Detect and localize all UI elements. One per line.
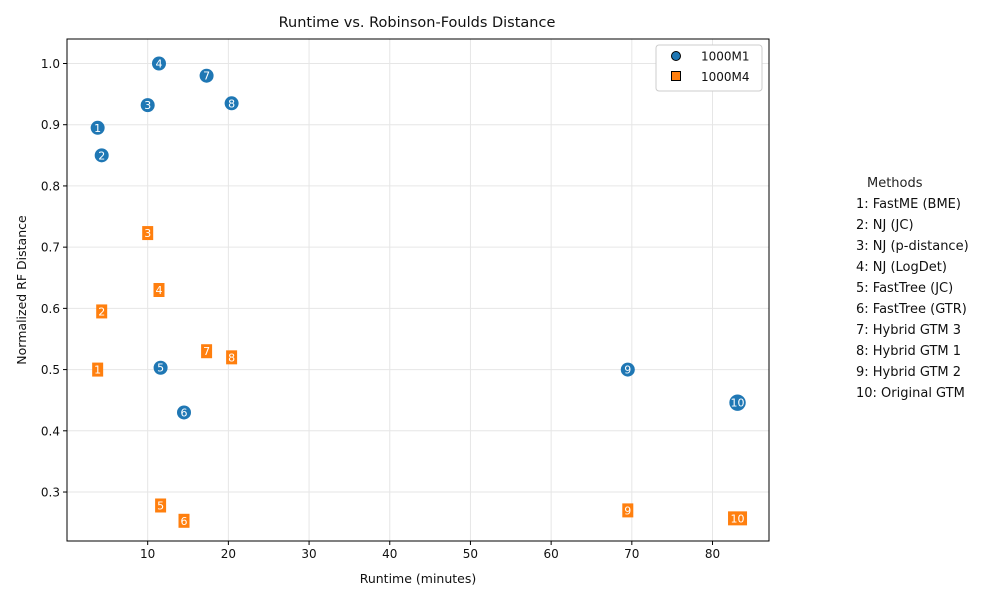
- data-point-label: 8: [228, 97, 235, 110]
- data-point-circle: [140, 98, 155, 113]
- x-tick-label: 70: [624, 547, 639, 561]
- data-point-square: [178, 513, 190, 528]
- data-point-label: 2: [98, 305, 105, 318]
- data-point-label: 6: [181, 515, 188, 528]
- y-tick-label: 0.4: [41, 424, 60, 438]
- data-point-circle: [153, 360, 168, 375]
- method-item-9: 9: Hybrid GTM 2: [856, 365, 962, 380]
- x-tick-label: 20: [221, 547, 236, 561]
- data-point-label: 5: [157, 499, 164, 512]
- grid-lines: [67, 39, 769, 541]
- methods-legend: Methods 1: FastME (BME) 2: NJ (JC) 3: NJ…: [856, 173, 996, 404]
- method-item-1: 1: FastME (BME): [856, 197, 961, 212]
- x-tick-label: 50: [463, 547, 478, 561]
- data-point-label: 9: [624, 364, 631, 377]
- legend-marker-1000m4: [671, 71, 681, 81]
- data-point-circle: [94, 148, 109, 163]
- data-point-square: [92, 362, 104, 377]
- data-point-square: [201, 344, 213, 359]
- method-item-3: 3: NJ (p-distance): [856, 239, 969, 254]
- data-point-label: 7: [203, 345, 210, 358]
- data-point-circle: [151, 56, 166, 71]
- data-point-circle: [177, 405, 191, 420]
- data-point-label: 10: [731, 512, 745, 525]
- data-point-label: 1: [94, 122, 101, 135]
- data-point-label: 8: [228, 351, 235, 364]
- x-axis-label: Runtime (minutes): [360, 571, 477, 586]
- data-point-square: [728, 511, 748, 526]
- method-item-8: 8: Hybrid GTM 1: [856, 344, 962, 359]
- method-item-4: 4: NJ (LogDet): [856, 260, 947, 275]
- y-tick-label: 1.0: [41, 57, 60, 71]
- legend-label-1000m4: 1000M4: [701, 70, 750, 84]
- y-tick-label: 0.5: [41, 363, 60, 377]
- data-point-label: 4: [155, 57, 162, 70]
- x-tick-label: 40: [382, 547, 397, 561]
- data-point-square: [622, 503, 634, 518]
- data-point-square: [226, 350, 238, 365]
- data-point-label: 1: [94, 364, 101, 377]
- axis-ticks: 10 20 30 40 50 60 70 80 0.3 0.4 0.5 0.6 0.7 0.8 0.9 1.0: [41, 57, 720, 561]
- data-point-label: 7: [203, 70, 210, 83]
- y-tick-label: 0.3: [41, 486, 60, 500]
- plot-frame: [66, 38, 770, 542]
- data-point-label: 10: [731, 397, 745, 410]
- x-tick-label: 30: [301, 547, 316, 561]
- x-tick-label: 60: [543, 547, 558, 561]
- data-point-circle: [90, 120, 105, 135]
- data-point-circle: [620, 362, 635, 377]
- legend: 1000M1 1000M4: [655, 44, 763, 92]
- legend-label-1000m1: 1000M1: [701, 50, 750, 64]
- y-tick-label: 0.8: [41, 179, 60, 193]
- y-axis-label: Normalized RF Distance: [14, 215, 29, 365]
- method-item-10: 10: Original GTM: [856, 386, 965, 401]
- method-item-5: 5: FastTree (JC): [856, 281, 954, 296]
- data-point-square: [96, 304, 108, 319]
- chart-title: Runtime vs. Robinson-Foulds Distance: [279, 15, 556, 31]
- data-point-label: 4: [155, 284, 162, 297]
- data-point-square: [155, 498, 167, 513]
- data-point-circle: [224, 96, 239, 111]
- x-tick-label: 80: [705, 547, 720, 561]
- data-point-circle: [199, 68, 214, 83]
- data-point-square: [153, 283, 165, 297]
- y-tick-label: 0.6: [41, 302, 60, 316]
- y-tick-label: 0.7: [41, 241, 60, 255]
- data-point-label: 3: [144, 99, 151, 112]
- method-item-6: 6: FastTree (GTR): [856, 302, 967, 317]
- legend-box: [655, 44, 763, 92]
- data-point-label: 2: [98, 149, 105, 162]
- x-tick-label: 10: [140, 547, 155, 561]
- legend-marker-1000m1: [671, 51, 681, 61]
- data-point-label: 9: [624, 504, 631, 517]
- data-point-label: 3: [144, 227, 151, 240]
- data-point-circle: [729, 394, 746, 411]
- method-item-7: 7: Hybrid GTM 3: [856, 323, 962, 338]
- method-item-2: 2: NJ (JC): [856, 218, 914, 233]
- data-point-label: 6: [181, 406, 188, 419]
- data-point-label: 5: [157, 362, 164, 375]
- y-tick-label: 0.9: [41, 118, 60, 132]
- data-points: 1 2 3 4 5 6 7 8 9 10 1 2 3 4 5 6 7 8 9 10: [90, 56, 748, 528]
- data-point-square: [142, 226, 154, 241]
- methods-title: Methods: [867, 176, 923, 191]
